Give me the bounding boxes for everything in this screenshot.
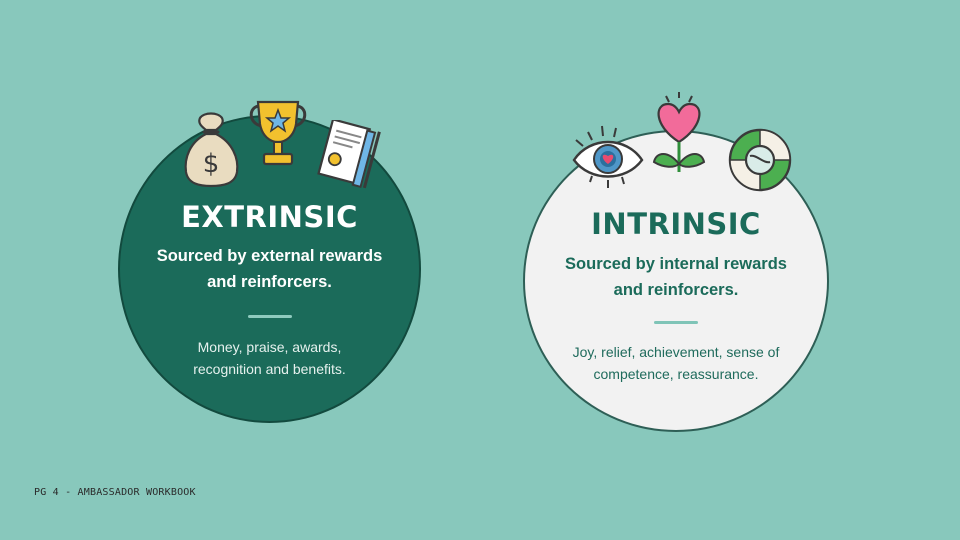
intrinsic-title: INTRINSIC (591, 207, 761, 241)
lifebuoy-icon (728, 128, 792, 192)
svg-text:$: $ (203, 149, 220, 179)
intrinsic-divider (654, 321, 698, 324)
extrinsic-detail-line2: recognition and benefits. (193, 361, 346, 377)
intrinsic-detail-line1: Joy, relief, achievement, sense of (572, 344, 780, 360)
intrinsic-subtitle: Sourced by internal rewards and reinforc… (565, 251, 787, 303)
money-bag-icon: $ (184, 112, 239, 188)
intrinsic-subtitle-line2: and reinforcers. (613, 281, 739, 299)
intrinsic-subtitle-line1: Sourced by internal rewards (565, 255, 787, 273)
intrinsic-detail: Joy, relief, achievement, sense of compe… (573, 341, 780, 385)
extrinsic-title: EXTRINSIC (181, 200, 358, 234)
extrinsic-detail: Money, praise, awards, recognition and b… (193, 336, 346, 380)
eye-heart-icon (572, 125, 644, 188)
extrinsic-subtitle-line2: and reinforcers. (207, 273, 332, 291)
footer-page-label: PG 4 - AMBASSADOR WORKBOOK (34, 487, 196, 498)
extrinsic-subtitle: Sourced by external rewards and reinforc… (157, 243, 383, 295)
heart-flower-icon (652, 92, 706, 172)
trophy-icon (249, 100, 307, 166)
extrinsic-detail-line1: Money, praise, awards, (197, 339, 342, 355)
certificate-icon (317, 120, 381, 189)
extrinsic-divider (247, 315, 292, 318)
extrinsic-subtitle-line1: Sourced by external rewards (156, 247, 383, 265)
intrinsic-detail-line2: competence, reassurance. (593, 366, 759, 382)
